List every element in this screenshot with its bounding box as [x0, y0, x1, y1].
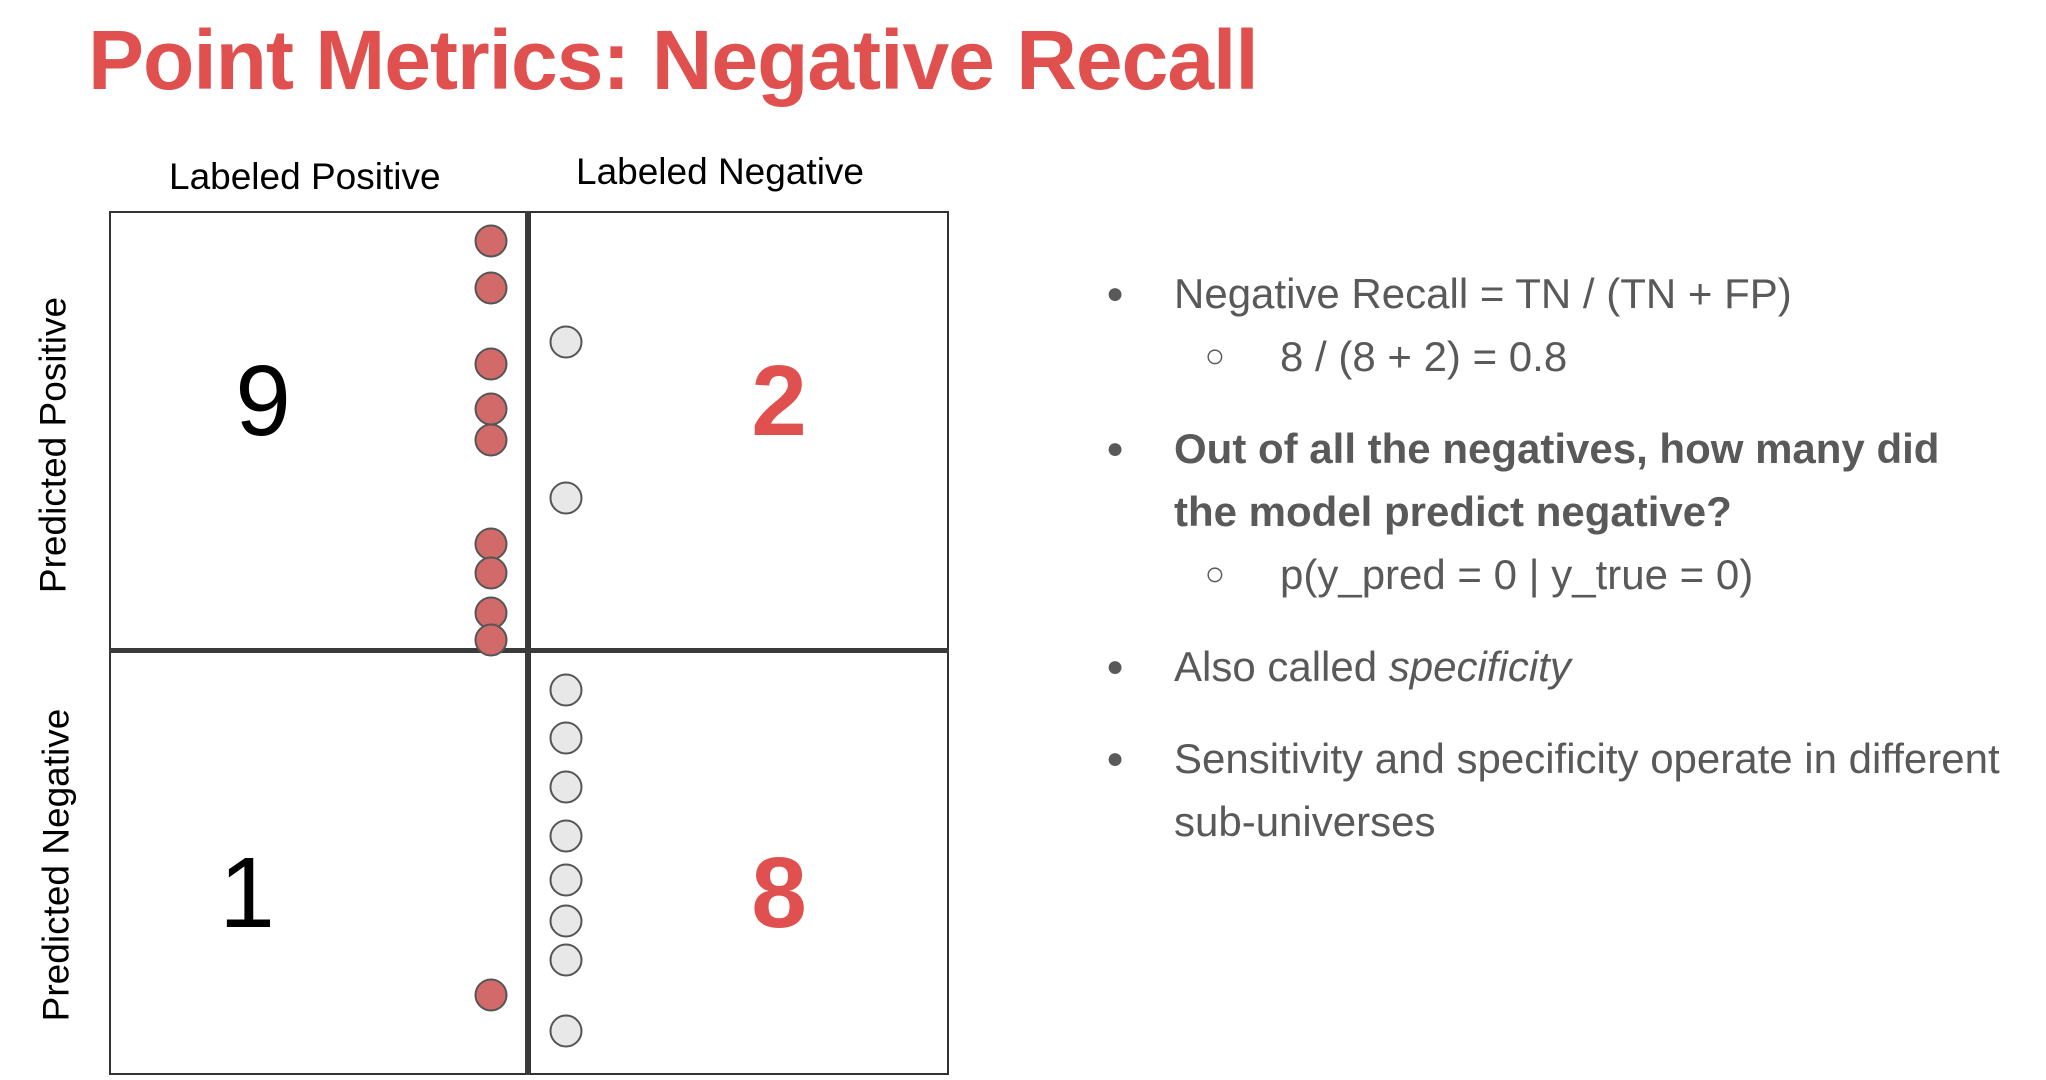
matrix-vertical-divider	[525, 211, 530, 1075]
sub-bullet-circle-icon: ○	[1204, 337, 1226, 375]
row-label-predicted-positive: Predicted Positive	[32, 296, 74, 594]
count-true-negative: 8	[751, 837, 807, 949]
count-false-positive: 2	[751, 345, 807, 457]
sub-bullet-text-probability: p(y_pred = 0 | y_true = 0)	[1280, 551, 1754, 598]
bullet-list: ● Negative Recall = TN / (TN + FP) ○ 8 /…	[1090, 262, 2010, 853]
negative-point-true-negative-8	[549, 1014, 583, 1048]
bullet-dot-icon: ●	[1105, 650, 1125, 683]
sub-bullet-circle-icon: ○	[1204, 555, 1226, 593]
positive-point-true-positive-9	[474, 623, 508, 657]
positive-point-false-negative-1	[474, 978, 508, 1012]
negative-point-true-negative-2	[549, 721, 583, 755]
count-true-positive: 9	[235, 345, 291, 457]
cell-true-negative	[529, 651, 949, 1075]
positive-point-true-positive-5	[474, 423, 508, 457]
count-false-negative: 1	[219, 837, 275, 949]
bullet-item-sub-universes: ● Sensitivity and specificity operate in…	[1090, 727, 2010, 853]
bullet-dot-icon: ●	[1105, 432, 1125, 465]
bullet-item-formula: ● Negative Recall = TN / (TN + FP) ○ 8 /…	[1090, 262, 2010, 388]
col-label-labeled-positive: Labeled Positive	[169, 156, 441, 197]
col-label-labeled-negative: Labeled Negative	[576, 151, 864, 192]
bullet-text-specificity: specificity	[1388, 643, 1571, 690]
negative-point-true-negative-3	[549, 770, 583, 804]
positive-point-true-positive-4	[474, 392, 508, 426]
slide-title: Point Metrics: Negative Recall	[88, 13, 1259, 107]
negative-point-false-positive-2	[549, 481, 583, 515]
sub-bullet-probability: ○ p(y_pred = 0 | y_true = 0)	[1090, 543, 2010, 606]
bullet-item-specificity: ● Also called specificity	[1090, 635, 2010, 698]
bullet-dot-icon: ●	[1105, 742, 1125, 775]
positive-point-true-positive-1	[474, 224, 508, 258]
negative-point-false-positive-1	[549, 325, 583, 359]
sub-bullet-text-computation: 8 / (8 + 2) = 0.8	[1280, 333, 1568, 380]
row-label-predicted-negative: Predicted Negative	[35, 708, 77, 1022]
cell-true-positive	[109, 211, 529, 651]
negative-point-true-negative-6	[549, 904, 583, 938]
bullet-text-question: Out of all the negatives, how many did t…	[1174, 425, 1940, 535]
positive-point-true-positive-7	[474, 556, 508, 590]
cell-false-positive	[529, 211, 949, 651]
matrix-horizontal-divider	[109, 648, 949, 653]
sub-bullet-computation: ○ 8 / (8 + 2) = 0.8	[1090, 325, 2010, 388]
negative-point-true-negative-4	[549, 819, 583, 853]
cell-false-negative	[109, 651, 529, 1075]
bullet-text-formula: Negative Recall = TN / (TN + FP)	[1174, 270, 1792, 317]
negative-point-true-negative-7	[549, 943, 583, 977]
bullet-text-sub-universes: Sensitivity and specificity operate in d…	[1174, 735, 2000, 845]
bullet-dot-icon: ●	[1105, 277, 1125, 310]
positive-point-true-positive-3	[474, 347, 508, 381]
positive-point-true-positive-6	[474, 527, 508, 561]
negative-point-true-negative-1	[549, 673, 583, 707]
positive-point-true-positive-2	[474, 271, 508, 305]
bullet-text-also-called: Also called	[1174, 643, 1389, 690]
negative-point-true-negative-5	[549, 863, 583, 897]
bullet-item-question: ● Out of all the negatives, how many did…	[1090, 417, 2010, 606]
